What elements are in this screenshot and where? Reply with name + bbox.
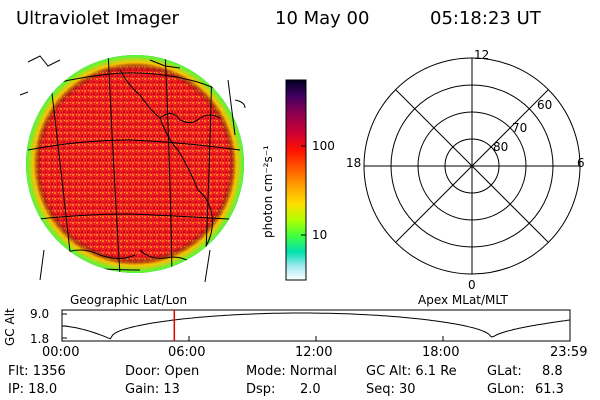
x-tick-1200: 12:00 <box>295 345 333 360</box>
altitude-ymin: 1.8 <box>30 332 50 346</box>
status-dsp-label: Dsp: <box>246 382 276 397</box>
status-dsp-value: 2.0 <box>300 382 321 397</box>
altitude-ylabel: GC Alt <box>3 308 17 346</box>
mlt-12-label: 12 <box>474 48 490 62</box>
earth-image <box>19 55 246 283</box>
colorbar-unit-label: photon cm⁻²s⁻¹ <box>261 145 275 238</box>
x-tick-2359: 23:59 <box>550 345 588 360</box>
status-seq: Seq: 30 <box>366 382 416 397</box>
mlat-60-label: 60 <box>537 98 553 112</box>
altitude-ymax: 9.0 <box>30 307 50 321</box>
altitude-curve <box>61 312 571 340</box>
status-ip: IP: 18.0 <box>8 382 58 397</box>
mlt-0-label: 0 <box>468 278 476 292</box>
mlt-18-label: 18 <box>346 156 362 170</box>
apex-caption: Apex MLat/MLT <box>418 293 508 307</box>
status-flt: Flt: 1356 <box>8 364 66 379</box>
status-glon-label: GLon: <box>487 382 525 397</box>
status-glat-label: GLat: <box>487 364 522 379</box>
x-tick-0600: 06:00 <box>168 345 206 360</box>
colorbar-tick-100: 100 <box>312 139 335 153</box>
status-glon-value: 61.3 <box>535 382 564 397</box>
colorbar-tick-10: 10 <box>312 228 328 242</box>
mlat-70-label: 70 <box>512 121 528 135</box>
instrument-title: Ultraviolet Imager <box>16 8 179 29</box>
altitude-plot <box>61 309 571 342</box>
polar-grid <box>363 57 581 275</box>
date-label: 10 May 00 <box>275 8 370 29</box>
status-door: Door: Open <box>125 364 200 379</box>
time-label: 05:18:23 UT <box>430 8 541 29</box>
colorbar <box>285 79 307 281</box>
x-tick-1800: 18:00 <box>422 345 460 360</box>
status-glat-value: 8.8 <box>542 364 563 379</box>
geographic-caption: Geographic Lat/Lon <box>70 293 188 307</box>
x-tick-0000: 00:00 <box>42 345 80 360</box>
mlt-6-label: 6 <box>577 156 585 170</box>
status-mode: Mode: Normal <box>246 364 337 379</box>
mlat-80-label: 80 <box>493 140 509 154</box>
status-gain: Gain: 13 <box>125 382 180 397</box>
status-gc-alt: GC Alt: 6.1 Re <box>366 364 457 379</box>
